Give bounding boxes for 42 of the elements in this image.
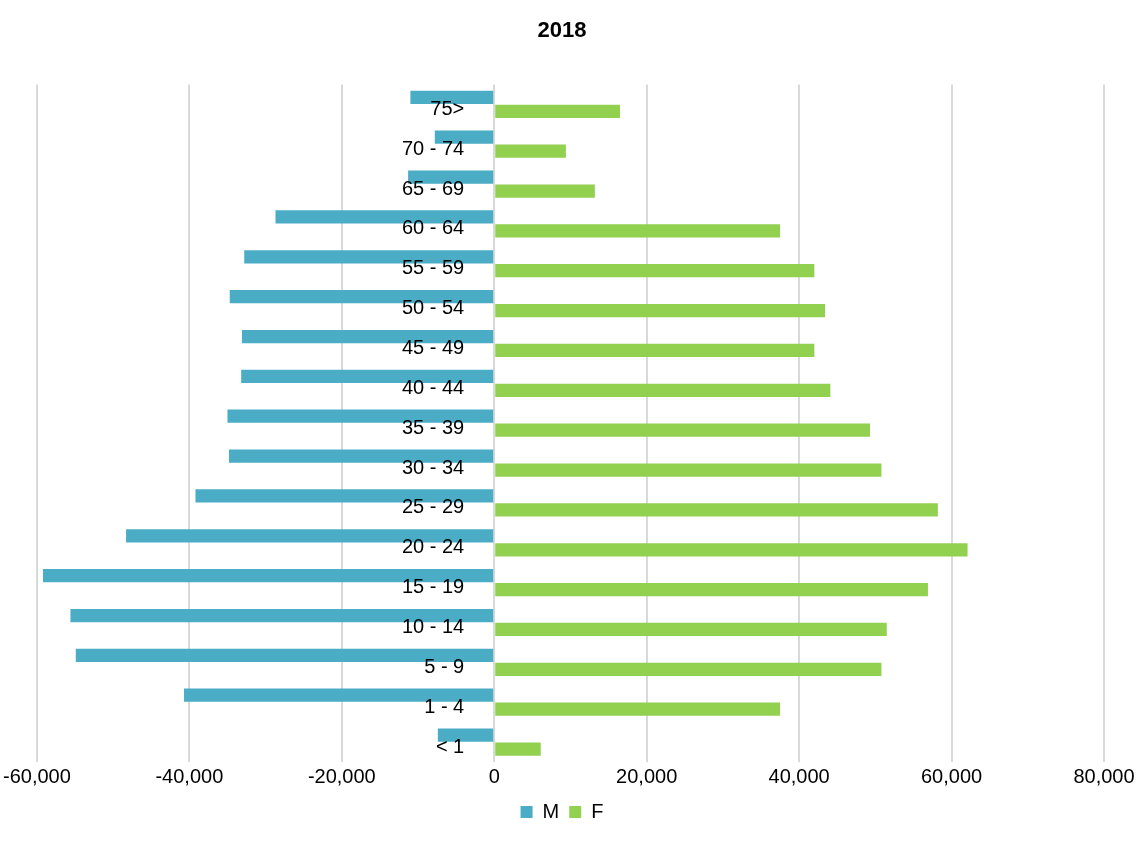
bar	[495, 702, 781, 716]
bar	[495, 423, 870, 437]
x-tick-label: 60,000	[920, 764, 983, 787]
bar	[495, 303, 826, 318]
bar	[495, 264, 815, 278]
bar	[495, 742, 541, 756]
x-tick-label: 40,000	[768, 764, 830, 787]
x-tick-label: 80,000	[1073, 764, 1135, 787]
bar	[495, 622, 887, 637]
bar	[495, 383, 831, 397]
x-tick-label: -60,000	[2, 764, 71, 787]
bar	[495, 144, 566, 158]
y-tick-label: 50 - 54	[401, 296, 465, 319]
y-tick-label: 45 - 49	[401, 336, 465, 358]
bar	[495, 104, 620, 118]
y-tick-label: 1 - 4	[424, 694, 465, 717]
y-tick-label: 25 - 29	[401, 495, 465, 518]
y-tick-label: 20 - 24	[401, 535, 465, 558]
bar	[495, 503, 938, 517]
bar	[495, 343, 815, 358]
legend-label: M	[542, 799, 560, 822]
bar	[495, 184, 595, 198]
bar	[495, 662, 882, 676]
y-tick-label: 10 - 14	[401, 615, 465, 638]
y-tick-label: 70 - 74	[401, 136, 465, 159]
y-tick-label: 15 - 19	[401, 575, 465, 598]
bar	[495, 582, 928, 597]
x-tick-label: -40,000	[155, 764, 224, 787]
legend-label: F	[591, 799, 604, 822]
x-tick-label: 20,000	[616, 764, 678, 787]
chart-title: 2018	[537, 17, 587, 43]
bar	[495, 463, 882, 477]
y-tick-label: 30 - 34	[401, 455, 465, 478]
y-tick-label: 60 - 64	[401, 216, 465, 239]
y-tick-label: 55 - 59	[401, 256, 465, 279]
y-tick-label: 35 - 39	[401, 415, 465, 438]
x-tick-label: -20,000	[307, 764, 376, 787]
x-tick-label: 0	[488, 764, 500, 787]
y-tick-label: 65 - 69	[401, 176, 465, 199]
bar	[495, 224, 781, 238]
y-tick-label: < 1	[435, 734, 465, 757]
bar	[495, 543, 968, 557]
